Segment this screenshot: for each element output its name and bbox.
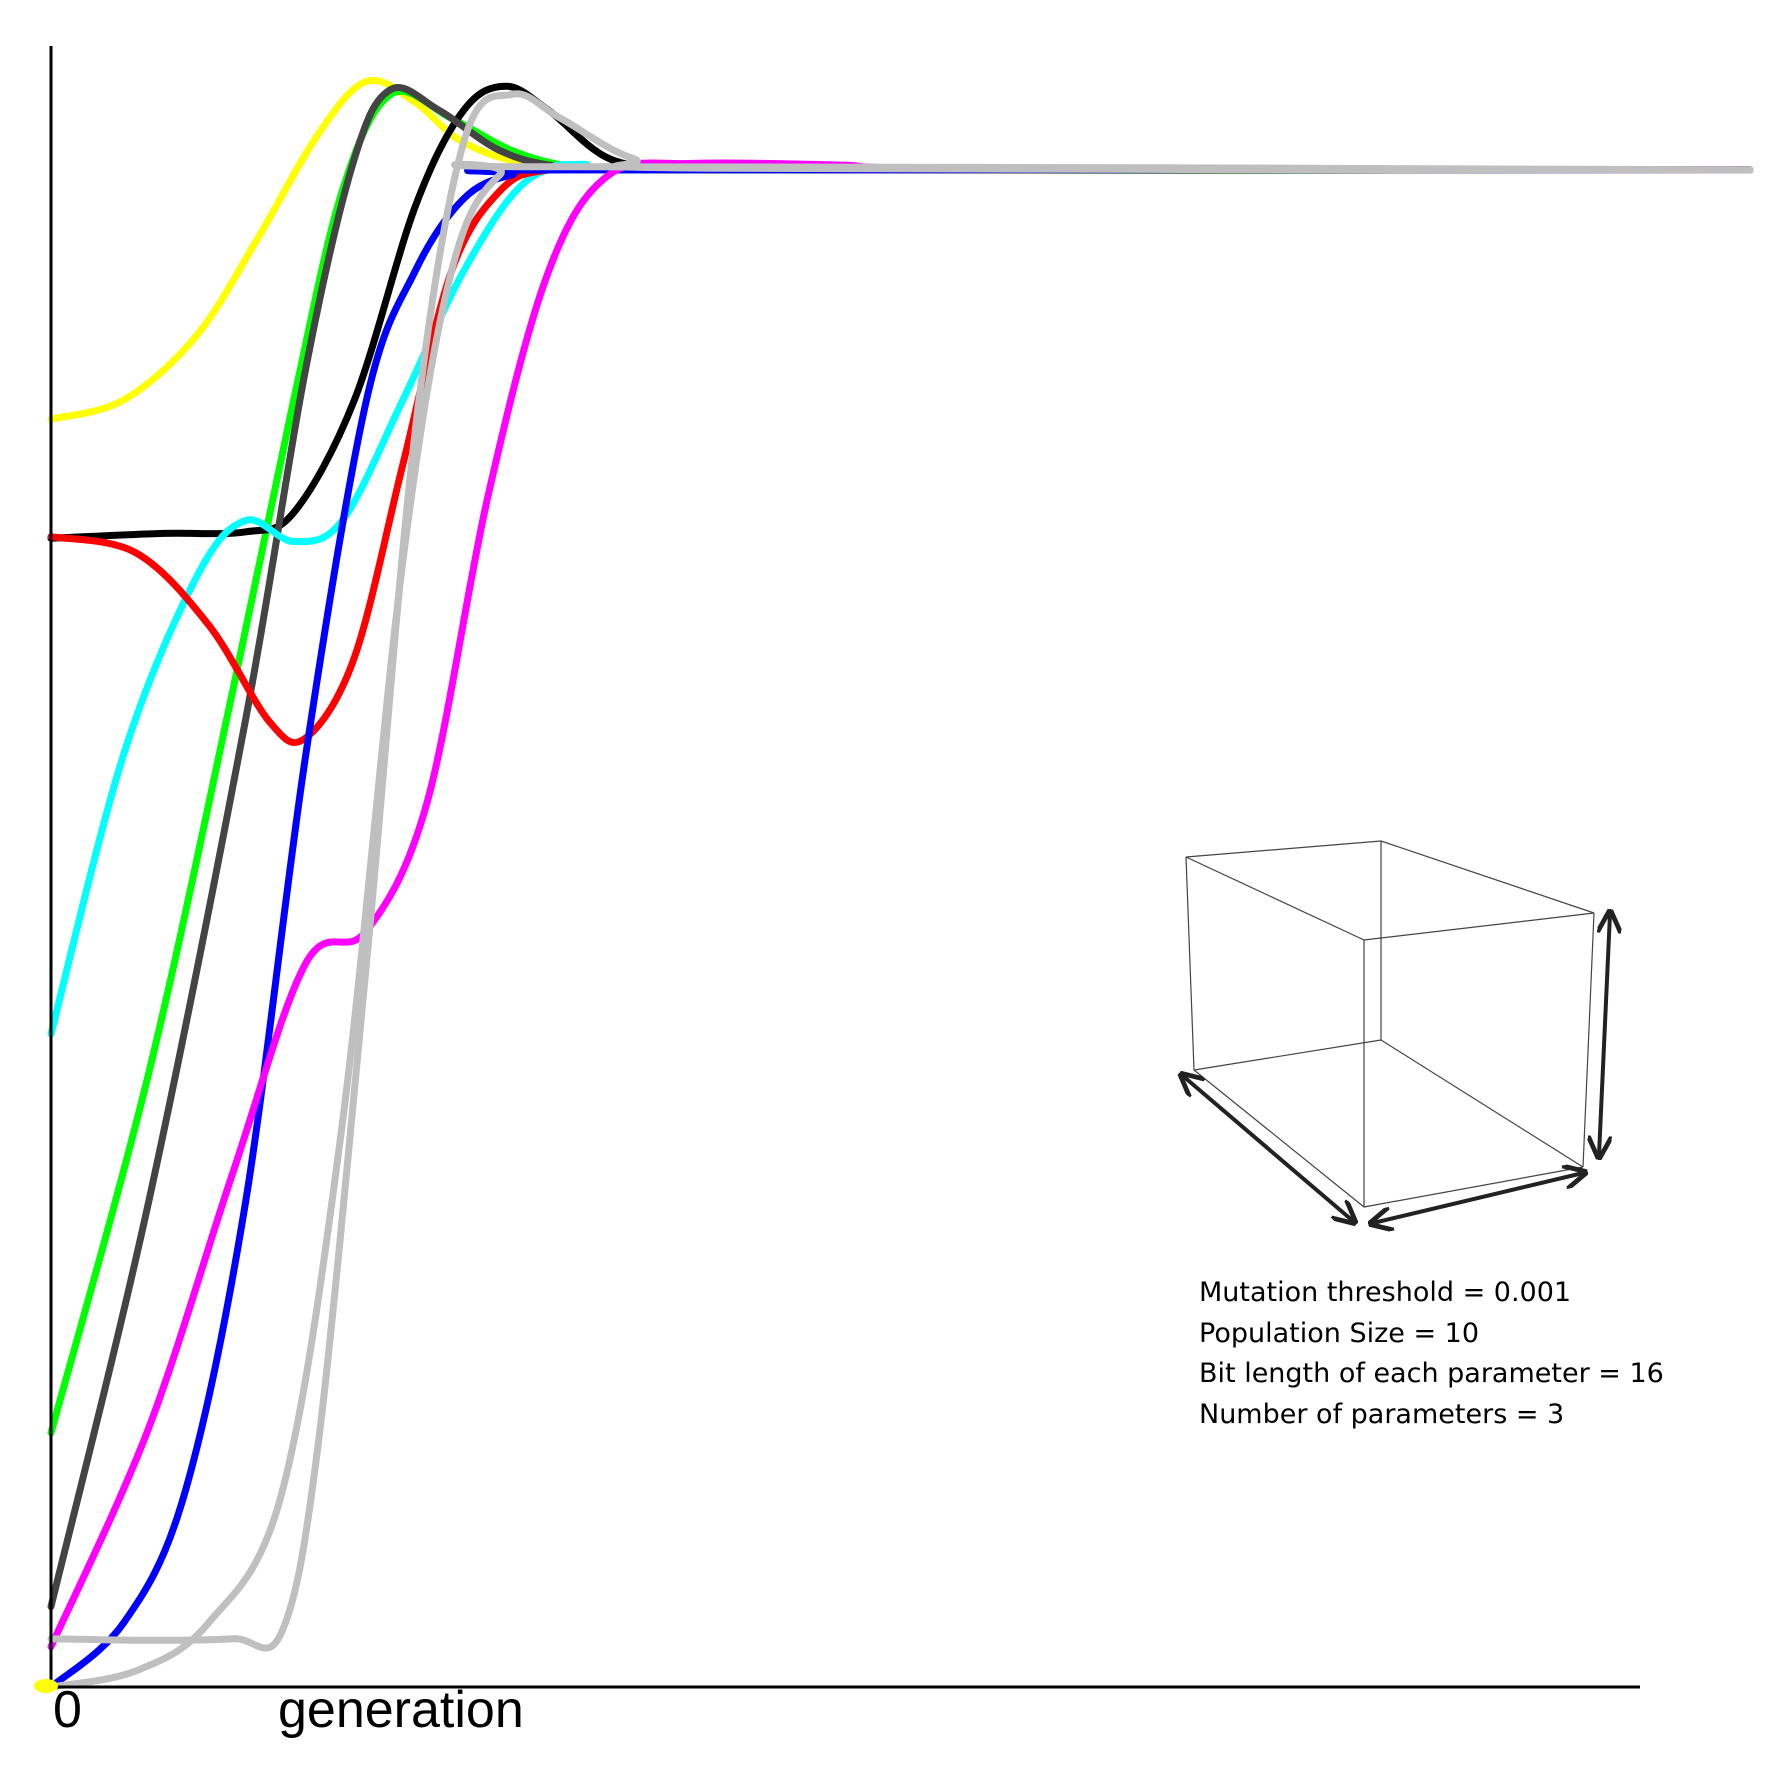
origin-marker [34,1679,58,1693]
series-line-7 [47,166,1754,1691]
plot-lines [47,76,1754,1691]
note-number-of-parameters: Number of parameters = 3 [1199,1399,1564,1430]
series-line-10 [47,90,1754,1652]
height-arrow [1599,914,1610,1155]
note-population-size: Population Size = 10 [1199,1318,1479,1349]
dimension-arrows [1183,914,1610,1223]
series-line-5 [47,160,1754,1038]
note-mutation-threshold: Mutation threshold = 0.001 [1199,1277,1571,1308]
series-line-9 [47,160,1754,1691]
x-tick-label: 0 [53,1681,82,1739]
series-line-6 [47,163,1754,746]
parameter-box-illustration [1185,840,1595,1208]
depth-arrow [1183,1076,1353,1221]
width-arrow [1373,1173,1583,1223]
note-bit-length: Bit length of each parameter = 16 [1199,1358,1664,1389]
x-axis-label: generation [278,1681,524,1739]
